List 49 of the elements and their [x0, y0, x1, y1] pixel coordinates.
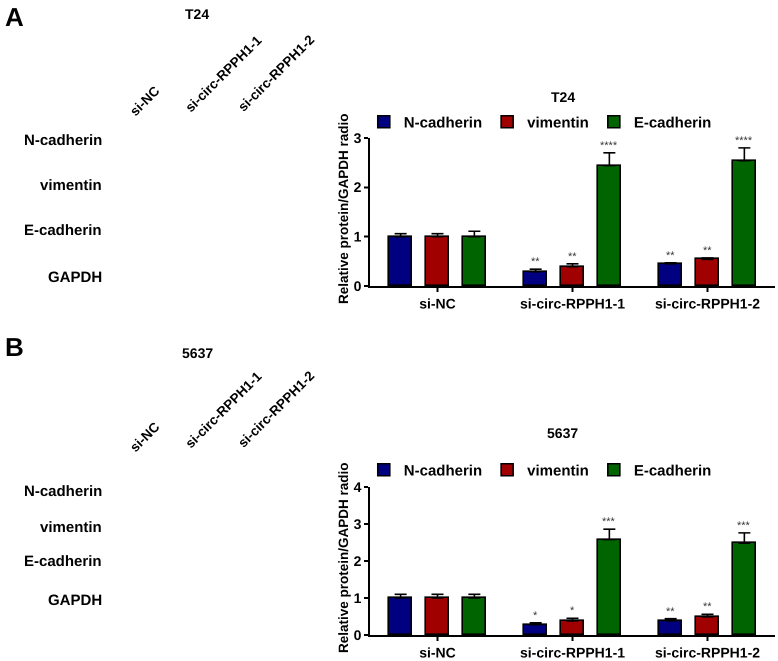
- text: B: [5, 332, 24, 362]
- category-label: E-cadherin: [24, 222, 102, 239]
- x-tick-label: si-circ-RPPH1-2: [654, 644, 760, 661]
- y-axis-title: Relative protein/GAPDH radio: [336, 462, 351, 653]
- data-label: ***: [737, 520, 751, 532]
- data-label: *: [533, 610, 538, 622]
- legend-label: vimentin: [527, 114, 589, 132]
- y-tick-label: 4: [354, 478, 362, 495]
- legend-label: vimentin: [527, 462, 589, 480]
- data-label: *: [570, 605, 575, 617]
- chart-title: 5637: [547, 425, 578, 441]
- y-tick-label: 2: [354, 552, 362, 569]
- data-label: **: [531, 256, 540, 268]
- data-label: ***: [602, 516, 616, 528]
- data-label: **: [703, 245, 712, 257]
- legend-label: E-cadherin: [634, 114, 712, 132]
- text: 5637: [182, 345, 214, 361]
- x-tick-label: si-circ-RPPH1-2: [654, 296, 760, 312]
- legend-label: N-cadherin: [404, 114, 482, 132]
- y-tick-label: 0: [354, 626, 362, 643]
- y-tick-label: 2: [354, 179, 362, 196]
- x-tick-label: si-circ-RPPH1-1: [520, 644, 626, 661]
- category-label: vimentin: [40, 177, 102, 194]
- data-label: **: [568, 251, 578, 263]
- data-label: ****: [735, 135, 753, 147]
- y-tick-label: 3: [354, 516, 362, 532]
- category-label: vimentin: [40, 519, 102, 536]
- category-label: GAPDH: [48, 269, 102, 286]
- category-label: N-cadherin: [24, 132, 102, 149]
- x-tick-label: si-NC: [419, 296, 456, 312]
- y-tick-label: 1: [354, 590, 362, 606]
- data-label: ****: [600, 140, 618, 152]
- category-label: N-cadherin: [24, 483, 102, 500]
- x-tick-label: si-circ-RPPH1-1: [520, 296, 626, 312]
- text: A: [5, 2, 24, 32]
- chart-title: T24: [551, 89, 576, 105]
- category-label: GAPDH: [48, 592, 102, 609]
- y-tick-label: 0: [354, 278, 362, 294]
- data-label: **: [666, 250, 676, 262]
- category-label: E-cadherin: [24, 553, 102, 570]
- data-label: **: [703, 601, 712, 613]
- y-axis-title: Relative protein/GAPDH radio: [336, 113, 351, 304]
- legend-label: E-cadherin: [634, 462, 712, 480]
- y-tick-label: 1: [354, 228, 362, 245]
- data-label: **: [666, 606, 676, 618]
- y-tick-label: 3: [354, 130, 362, 146]
- legend-label: N-cadherin: [404, 462, 482, 480]
- text: T24: [185, 6, 210, 22]
- x-tick-label: si-NC: [419, 644, 456, 661]
